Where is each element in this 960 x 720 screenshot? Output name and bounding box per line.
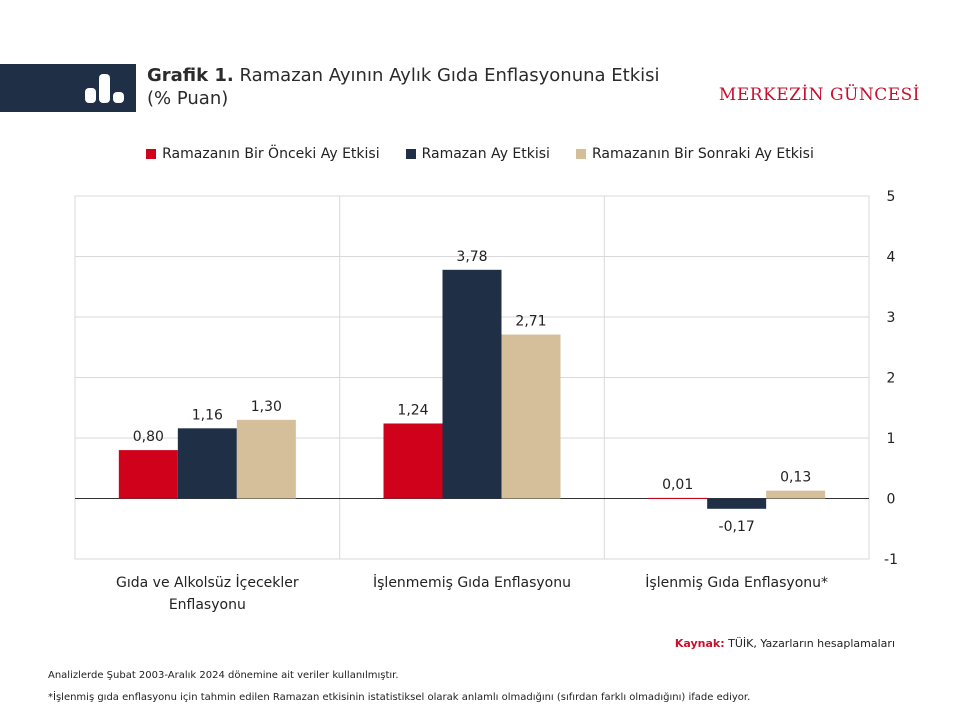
y-tick-label: 4	[887, 250, 896, 266]
chart-legend: Ramazanın Bir Önceki Ay Etkisi Ramazan A…	[0, 146, 960, 162]
data-label: 2,71	[515, 314, 546, 330]
category-label: İşlenmemiş Gıda Enflasyonu	[373, 573, 571, 591]
legend-item-previous-month: Ramazanın Bir Önceki Ay Etkisi	[146, 146, 380, 162]
plot-frame	[74, 195, 870, 560]
legend-swatch	[575, 149, 586, 159]
title-prefix: Grafik 1.	[147, 65, 234, 86]
bar-chart-icon	[85, 74, 124, 103]
bar	[648, 497, 708, 499]
data-label: -0,17	[719, 519, 755, 535]
bar	[766, 490, 826, 499]
y-tick-label: 0	[887, 492, 896, 508]
brand-logo: MERKEZİN GÜNCESİ	[718, 85, 920, 105]
bar	[501, 334, 561, 499]
y-tick-label: 3	[887, 310, 896, 326]
bar	[118, 450, 178, 499]
footnote-significance: *İşlenmiş gıda enflasyonu için tahmin ed…	[48, 692, 751, 703]
category-label: İşlenmiş Gıda Enflasyonu*	[645, 573, 828, 591]
source-text: TÜİK, Yazarların hesaplamaları	[728, 637, 895, 650]
bar	[177, 428, 237, 499]
legend-label: Ramazanın Bir Önceki Ay Etkisi	[162, 146, 380, 162]
legend-item-ramadan-month: Ramazan Ay Etkisi	[405, 146, 550, 162]
bar	[442, 269, 502, 499]
legend-label: Ramazanın Bir Sonraki Ay Etkisi	[591, 146, 814, 162]
bar	[236, 419, 296, 499]
y-tick-label: -1	[884, 552, 898, 568]
title-main: Ramazan Ayının Aylık Gıda Enflasyonuna E…	[239, 65, 660, 86]
legend-item-next-month: Ramazanın Bir Sonraki Ay Etkisi	[575, 146, 814, 162]
chart-title: Grafik 1. Ramazan Ayının Aylık Gıda Enfl…	[147, 64, 707, 110]
category-label: Enflasyonu	[169, 597, 246, 613]
data-label: 1,24	[397, 402, 428, 418]
data-label: 3,78	[456, 249, 487, 265]
legend-swatch	[146, 149, 157, 159]
title-unit: (% Puan)	[147, 88, 229, 109]
y-tick-label: 2	[887, 371, 896, 387]
data-label: 1,30	[251, 399, 282, 415]
data-label: 0,01	[662, 477, 693, 493]
bar	[707, 498, 767, 509]
y-tick-label: 5	[887, 189, 896, 205]
footnote-period: Analizlerde Şubat 2003-Aralık 2024 dönem…	[48, 670, 399, 681]
header-band	[0, 64, 136, 112]
data-label: 0,13	[780, 470, 811, 486]
legend-label: Ramazan Ay Etkisi	[421, 146, 550, 162]
y-tick-label: 1	[887, 431, 896, 447]
source-line: Kaynak: TÜİK, Yazarların hesaplamaları	[675, 637, 895, 650]
data-label: 0,80	[133, 429, 164, 445]
data-label: 1,16	[192, 407, 223, 423]
legend-swatch	[405, 149, 416, 159]
bar	[383, 423, 443, 499]
category-label: Gıda ve Alkolsüz İçecekler	[116, 573, 299, 591]
source-label: Kaynak:	[674, 637, 725, 650]
